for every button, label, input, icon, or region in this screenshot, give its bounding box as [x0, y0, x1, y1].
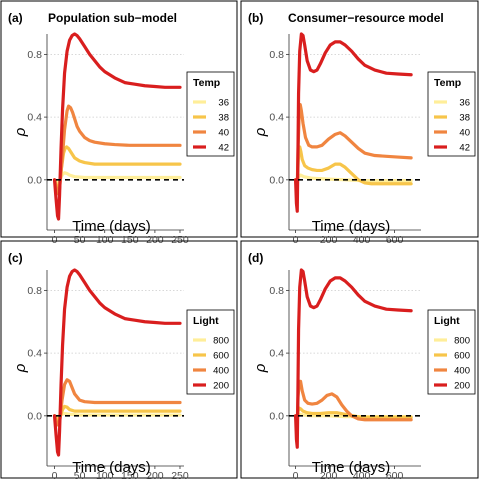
legend-box	[427, 71, 476, 157]
panel-a: (a) Population sub−model 0.0 0.4 0.8 0 50 100 15…	[0, 0, 238, 246]
y-tick-label: 0.8	[27, 285, 42, 297]
y-tick-label: 0.0	[27, 410, 42, 422]
y-tick-label: 0.4	[27, 348, 42, 360]
x-tick-label: 250	[171, 470, 189, 480]
x-tick-label: 200	[320, 234, 338, 246]
panel-border	[0, 240, 238, 479]
x-tick-label: 100	[96, 234, 114, 246]
legend: Temp 36 38 40 42	[427, 71, 476, 157]
x-axis-title: Time (days)	[312, 218, 391, 235]
legend-label-800: 800	[213, 336, 229, 347]
panel-b: (b) Consumer−resource model 0.0 0.4 0.8 0 200 4…	[240, 0, 479, 246]
y-tick-label: 0.0	[27, 174, 42, 186]
legend: Light 800 600 400 200	[186, 309, 235, 395]
legend: Light 800 600 400 200	[427, 309, 476, 395]
y-tick-label: 0.4	[27, 112, 42, 124]
legend-label-36: 36	[218, 98, 229, 109]
series-line-400	[52, 378, 182, 427]
y-tick-label: 0.4	[269, 112, 284, 124]
y-tick-label: 0.8	[269, 285, 284, 297]
legend-label-42: 42	[459, 143, 470, 154]
legend-title: Temp	[434, 77, 461, 89]
y-axis-title: ρ	[252, 363, 269, 373]
x-tick-label: 600	[386, 234, 404, 246]
series-line-36	[52, 171, 182, 184]
legend-box	[186, 309, 235, 395]
legend-label-40: 40	[459, 128, 470, 139]
x-tick-label: 400	[353, 234, 371, 246]
legend-label-800: 800	[454, 336, 470, 347]
legend-label-36: 36	[459, 98, 470, 109]
panel-title: Population sub−model	[48, 11, 177, 25]
y-axis-title: ρ	[12, 363, 29, 373]
legend-label-200: 200	[454, 381, 470, 392]
series-line-800	[52, 411, 182, 419]
y-tick-label: 0.8	[269, 49, 284, 61]
panel-border	[240, 0, 479, 238]
y-axis-title: ρ	[12, 127, 29, 137]
x-tick-label: 250	[171, 234, 189, 246]
legend-label-600: 600	[213, 351, 229, 362]
x-tick-label: 150	[121, 470, 139, 480]
x-tick-label: 200	[320, 470, 338, 480]
x-axis-title: Time (days)	[72, 218, 151, 235]
legend: Temp 36 38 40 42	[186, 71, 235, 157]
x-axis-title: Time (days)	[312, 459, 391, 476]
x-tick-label: 0	[52, 234, 58, 246]
legend-label-38: 38	[218, 113, 229, 124]
panel-letter: (a)	[8, 11, 23, 25]
x-tick-label: 50	[74, 234, 86, 246]
y-tick-label: 0.0	[269, 174, 284, 186]
legend-box	[186, 71, 235, 157]
y-tick-label: 0.0	[269, 410, 284, 422]
y-tick-label: 0.4	[269, 348, 284, 360]
x-tick-label: 600	[386, 470, 404, 480]
panel-letter: (b)	[248, 11, 263, 25]
legend-label-200: 200	[213, 381, 229, 392]
x-tick-label: 0	[293, 470, 299, 480]
x-tick-label: 150	[121, 234, 139, 246]
panel-c: (c) 0.0 0.4 0.8 0 50 100 150 200 250 Time (days) ρ L…	[0, 240, 238, 480]
series-line-42	[294, 32, 413, 213]
legend-label-42: 42	[218, 143, 229, 154]
legend-box	[427, 309, 476, 395]
series-line-42	[52, 32, 182, 221]
x-tick-label: 400	[353, 470, 371, 480]
panel-letter: (c)	[8, 251, 23, 265]
series-line-200	[294, 268, 413, 449]
x-axis-title: Time (days)	[72, 459, 151, 476]
y-tick-label: 0.8	[27, 49, 42, 61]
legend-title: Light	[434, 315, 460, 327]
series-line-40	[52, 104, 182, 196]
legend-title: Light	[193, 315, 219, 327]
legend-label-400: 400	[454, 366, 470, 377]
panel-title: Consumer−resource model	[288, 11, 444, 25]
legend-title: Temp	[193, 77, 220, 89]
legend-label-40: 40	[218, 128, 229, 139]
x-tick-label: 200	[146, 470, 164, 480]
series-line-200	[52, 268, 182, 457]
x-tick-label: 100	[96, 470, 114, 480]
x-tick-label: 200	[146, 234, 164, 246]
panel-letter: (d)	[248, 251, 263, 265]
legend-label-400: 400	[213, 366, 229, 377]
legend-label-38: 38	[459, 113, 470, 124]
y-axis-title: ρ	[252, 127, 269, 137]
panel-border	[240, 240, 479, 479]
series-line-38	[52, 145, 182, 190]
x-tick-label: 0	[293, 234, 299, 246]
legend-label-600: 600	[454, 351, 470, 362]
panel-border	[0, 0, 238, 238]
x-tick-label: 0	[52, 470, 58, 480]
x-tick-label: 50	[74, 470, 86, 480]
